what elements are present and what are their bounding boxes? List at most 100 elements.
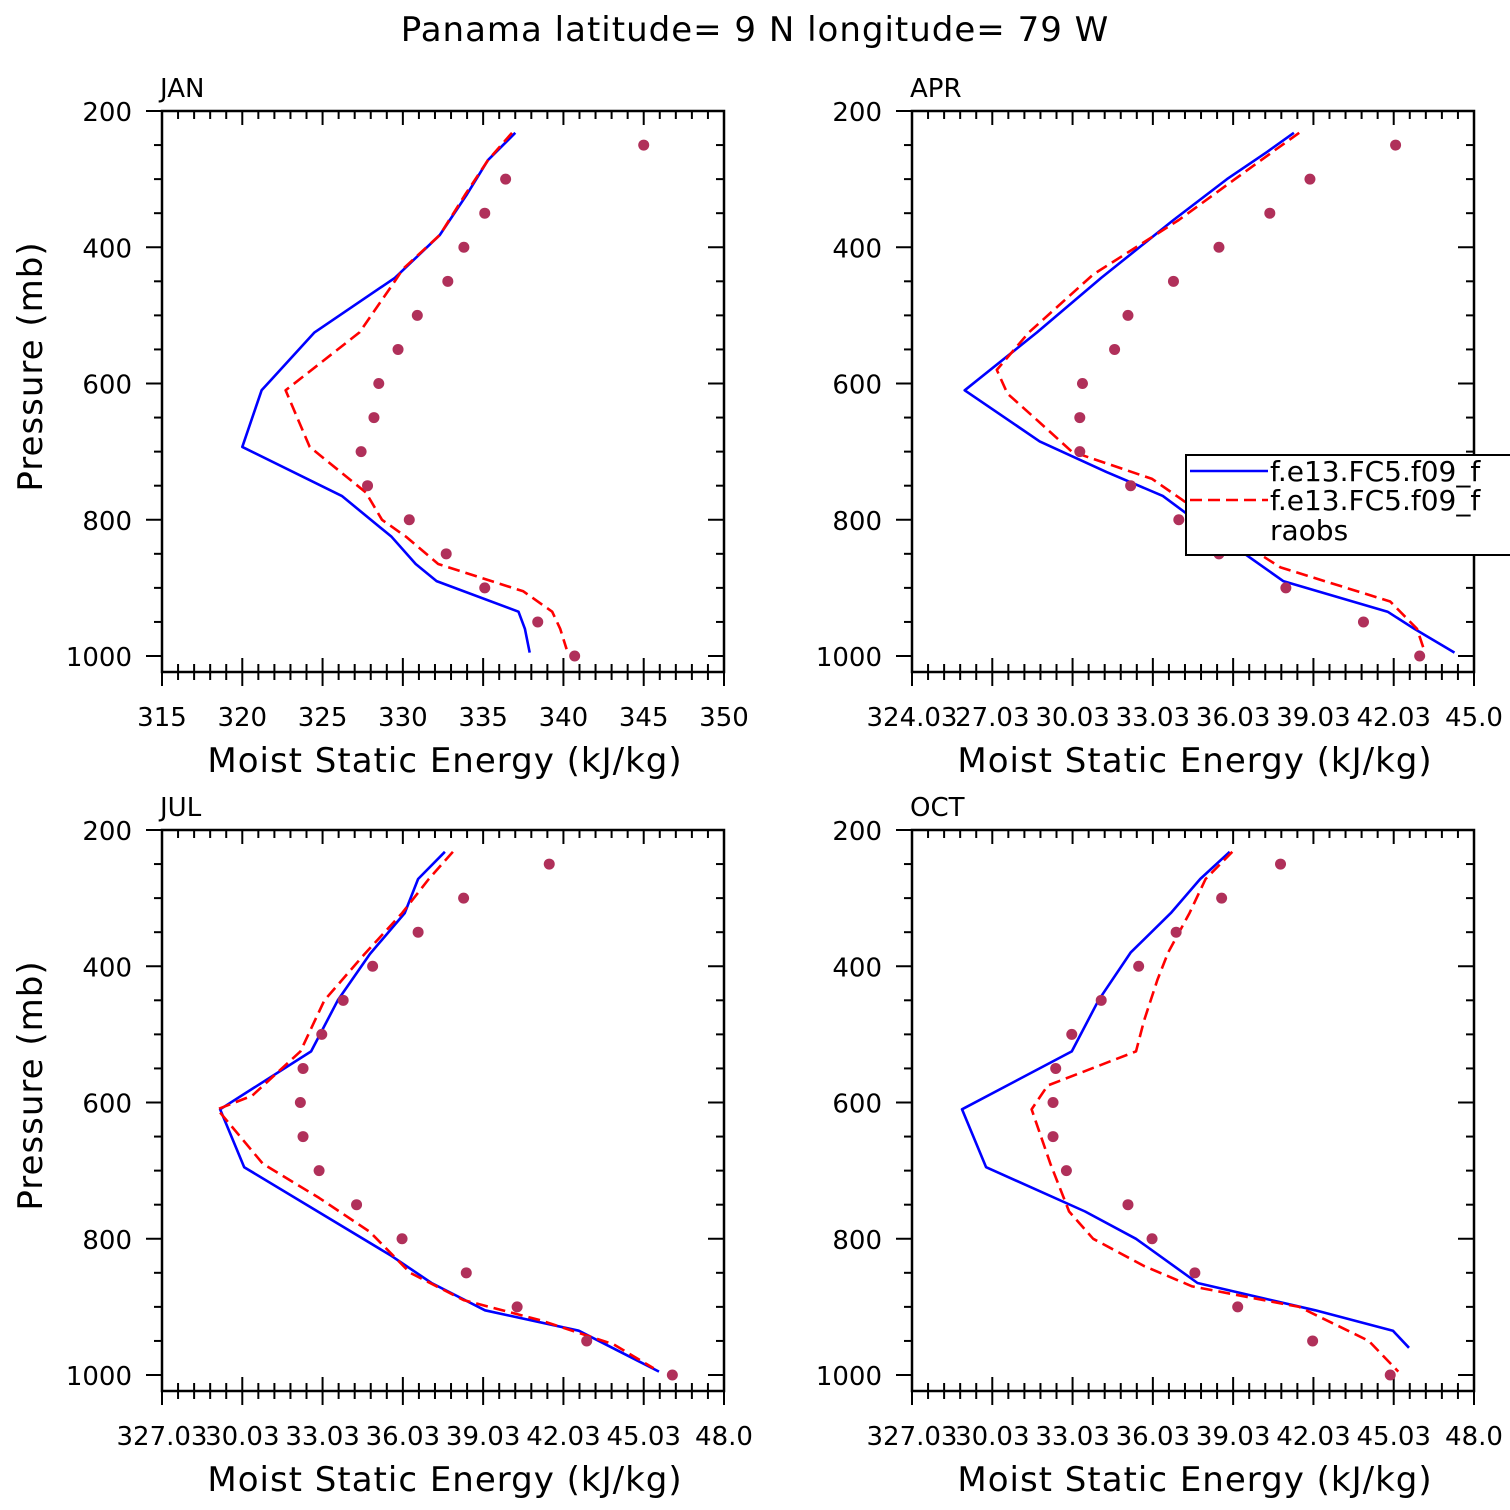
raobs-point: [1146, 1233, 1158, 1245]
raobs-point: [1216, 892, 1228, 904]
model-line-dashed: [995, 131, 1427, 654]
raobs-point: [1133, 960, 1145, 972]
raobs-point: [479, 207, 491, 219]
raobs-point: [638, 139, 650, 151]
raobs-point: [1125, 480, 1137, 492]
x-axis-label: Moist Static Energy (kJ/kg): [957, 741, 1432, 781]
raobs-point: [1390, 139, 1402, 151]
raobs-point: [1047, 1097, 1059, 1108]
raobs-point: [403, 514, 415, 526]
y-tick-label: 400: [832, 953, 882, 983]
x-tick-label: 36.03: [1116, 1422, 1190, 1452]
y-tick-label: 600: [832, 1090, 882, 1120]
panel-jan: JAN 315 320 325 330 335 340 345 350 Moist Static …: [11, 74, 749, 781]
x-tick-label: 335: [458, 703, 508, 733]
raobs-point: [351, 1199, 363, 1211]
x-tick-label: 327.03: [117, 1422, 208, 1452]
panel-title: APR: [910, 74, 962, 104]
y-axis-label: Pressure (mb): [11, 960, 51, 1210]
raobs-point: [412, 926, 424, 938]
x-tick-label: 315: [137, 703, 187, 733]
x-tick-label: 350: [699, 703, 749, 733]
raobs-point: [1050, 1062, 1062, 1074]
raobs-point: [1060, 1165, 1072, 1177]
raobs-point: [442, 275, 454, 287]
y-tick-label: 1000: [66, 1362, 132, 1392]
x-axis-label: Moist Static Energy (kJ/kg): [207, 1460, 682, 1500]
raobs-point: [1076, 378, 1088, 389]
x-tick-label: 324.03: [867, 703, 958, 733]
raobs-point: [511, 1301, 523, 1313]
x-tick-label: 42.03: [1276, 1422, 1350, 1452]
raobs-point: [1173, 514, 1185, 526]
legend-label: raobs: [1270, 514, 1348, 547]
raobs-point: [1280, 582, 1292, 594]
raobs-point: [297, 1062, 309, 1074]
raobs-point: [1074, 446, 1086, 458]
y-tick-label: 1000: [816, 1362, 882, 1392]
raobs-point: [581, 1335, 593, 1347]
y-tick-label: 200: [832, 98, 882, 128]
x-tick-label: 36.03: [366, 1422, 440, 1452]
x-tick-label: 27.03: [955, 703, 1029, 733]
x-tick-label: 325: [298, 703, 348, 733]
y-tick-label: 600: [82, 1090, 132, 1120]
raobs-point: [1122, 309, 1134, 321]
raobs-point: [355, 446, 367, 458]
raobs-point: [1122, 1199, 1134, 1211]
plot-frame: [160, 828, 726, 1393]
x-tick-label: 45.0: [1445, 703, 1503, 733]
model-line-dashed: [1030, 850, 1400, 1373]
y-tick-label: 1000: [66, 643, 132, 673]
raobs-point: [373, 378, 385, 389]
raobs-point: [316, 1028, 328, 1040]
panel-title: JUL: [158, 793, 202, 823]
raobs-point: [1047, 1131, 1059, 1143]
raobs-point: [1357, 616, 1369, 628]
y-tick-label: 800: [832, 507, 882, 537]
x-tick-label: 33.03: [1116, 703, 1190, 733]
y-tick-label: 800: [82, 1226, 132, 1256]
raobs-point: [479, 582, 491, 594]
x-tick-label: 45.03: [606, 1422, 680, 1452]
y-tick-label: 400: [82, 953, 132, 983]
y-tick-label: 200: [82, 817, 132, 847]
figure-title: Panama latitude= 9 N longitude= 79 W: [400, 10, 1110, 50]
x-tick-label: 33.03: [285, 1422, 359, 1452]
raobs-point: [297, 1131, 309, 1143]
x-axis-label: Moist Static Energy (kJ/kg): [957, 1460, 1432, 1500]
raobs-point: [1414, 650, 1426, 662]
raobs-point: [1109, 343, 1121, 355]
y-tick-label: 600: [82, 371, 132, 401]
x-tick-label: 320: [217, 703, 267, 733]
panel-title: JAN: [158, 74, 204, 104]
x-tick-label: 39.03: [446, 1422, 520, 1452]
raobs-point: [1170, 926, 1182, 938]
raobs-point: [1304, 173, 1316, 185]
raobs-point: [458, 241, 470, 253]
x-tick-label: 39.03: [1196, 1422, 1270, 1452]
model-line-dashed: [216, 850, 655, 1370]
raobs-point: [532, 616, 544, 628]
raobs-point: [458, 892, 470, 904]
y-axis-label: Pressure (mb): [11, 241, 51, 491]
x-tick-label: 340: [539, 703, 589, 733]
x-tick-label: 345: [619, 703, 669, 733]
x-tick-label: 36.03: [1196, 703, 1270, 733]
legend-label: f.e13.FC5.f09_f: [1270, 484, 1481, 517]
y-tick-label: 600: [832, 371, 882, 401]
panel-title: OCT: [910, 793, 965, 823]
raobs-point: [1066, 1028, 1078, 1040]
raobs-point: [543, 858, 555, 870]
y-tick-label: 200: [82, 98, 132, 128]
raobs-point: [368, 412, 380, 424]
plot-frame: [910, 109, 1476, 674]
raobs-point: [1095, 994, 1107, 1006]
raobs-point: [1264, 207, 1276, 219]
x-tick-label: 30.03: [205, 1422, 279, 1452]
model-line-dashed: [284, 131, 568, 650]
